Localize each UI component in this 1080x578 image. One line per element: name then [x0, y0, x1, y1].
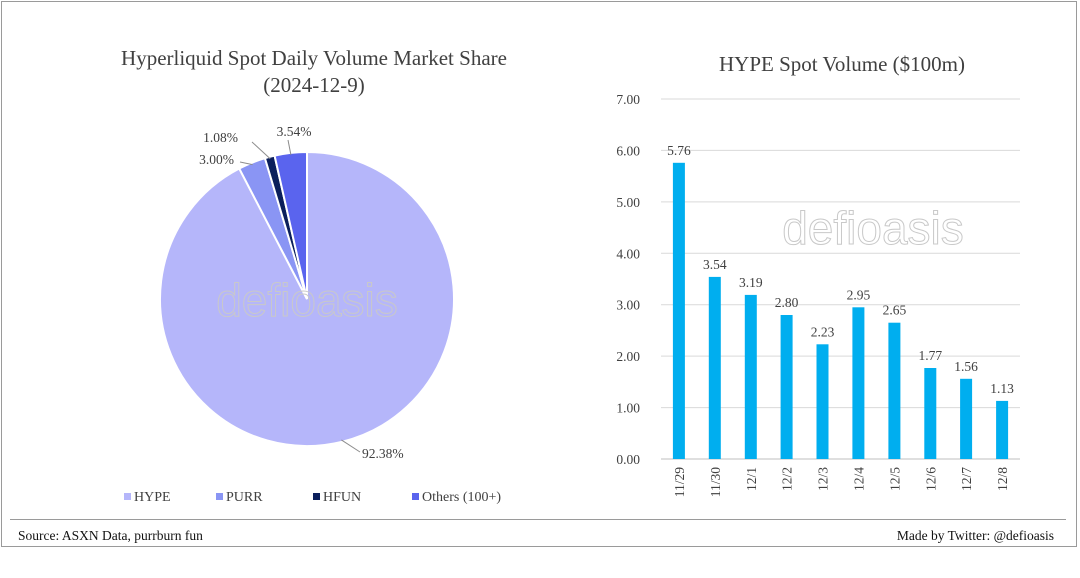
legend-item-hfun: HFUN — [313, 490, 361, 505]
y-tick-label-6: 6.00 — [616, 143, 640, 158]
y-tick-label-7: 7.00 — [616, 92, 640, 107]
bar-12-5 — [888, 322, 901, 459]
pie-title: Hyperliquid Spot Daily Volume Market Sha… — [121, 46, 507, 70]
bar-title: HYPE Spot Volume ($100m) — [719, 52, 965, 76]
bar-value-label-12-8: 1.13 — [990, 381, 1014, 396]
bar-11-30 — [708, 276, 721, 459]
legend-swatch-hype — [124, 493, 131, 500]
pie-chart: Hyperliquid Spot Daily Volume Market Sha… — [121, 46, 507, 505]
bar-value-label-12-6: 1.77 — [918, 348, 942, 363]
bar-value-label-12-2: 2.80 — [775, 295, 799, 310]
bar-11-29 — [672, 162, 685, 460]
x-tick-label-12-2: 12/2 — [780, 467, 795, 491]
bar-value-label-12-7: 1.56 — [954, 359, 978, 374]
bar-value-label-11-29: 5.76 — [667, 143, 691, 158]
bar-12-6 — [924, 368, 937, 459]
legend-label-hype: HYPE — [134, 490, 171, 505]
legend-swatch-hfun — [313, 493, 320, 500]
x-tick-label-12-8: 12/8 — [995, 467, 1010, 491]
legend-label-others-100: Others (100+) — [422, 490, 501, 505]
pie-data-label-hfun: 1.08% — [203, 130, 238, 145]
x-tick-label-11-29: 11/29 — [672, 467, 687, 497]
y-tick-label-1: 1.00 — [616, 401, 640, 416]
bar-value-label-12-3: 2.23 — [811, 324, 835, 339]
bar-watermark: defioasis — [782, 202, 964, 254]
pie-leader-hype — [341, 439, 361, 453]
x-tick-label-12-3: 12/3 — [816, 467, 831, 491]
x-tick-label-12-6: 12/6 — [923, 467, 938, 491]
legend-item-purr: PURR — [216, 490, 263, 505]
bar-chart: HYPE Spot Volume ($100m) 0.00 1.00 2.00 3.0… — [616, 52, 1020, 497]
bar-12-1 — [744, 294, 757, 459]
legend-label-hfun: HFUN — [323, 490, 361, 505]
y-tick-label-3: 3.00 — [616, 298, 640, 313]
pie-leader-purr — [239, 161, 253, 166]
x-tick-label-12-1: 12/1 — [744, 467, 759, 491]
bar-12-2 — [780, 315, 793, 459]
footer-source: Source: ASXN Data, purrburn fun — [18, 528, 203, 543]
footer-divider — [10, 519, 1066, 520]
x-tick-label-12-5: 12/5 — [887, 467, 902, 491]
y-tick-label-2: 2.00 — [616, 349, 640, 364]
x-tick-label-12-7: 12/7 — [959, 467, 974, 491]
y-tick-label-0: 0.00 — [616, 452, 640, 467]
bar-value-label-12-4: 2.95 — [847, 287, 871, 302]
y-tick-label-4: 4.00 — [616, 246, 640, 261]
bar-value-label-12-1: 3.19 — [739, 275, 763, 290]
pie-data-label-purr: 3.00% — [199, 152, 234, 167]
bar-12-4 — [852, 307, 865, 459]
bar-12-7 — [960, 378, 973, 459]
pie-watermark: defioasis — [216, 274, 398, 326]
pie-subtitle: (2024-12-9) — [263, 73, 364, 97]
pie-data-label-others-100: 3.54% — [277, 124, 312, 139]
bar-12-3 — [816, 344, 829, 459]
legend-item-others-100: Others (100+) — [412, 490, 501, 505]
pie-leader-hfun — [251, 141, 271, 160]
legend-item-hype: HYPE — [124, 490, 171, 505]
bar-12-8 — [996, 400, 1009, 459]
legend-swatch-others-100 — [412, 493, 419, 500]
x-tick-label-11-30: 11/30 — [708, 467, 723, 497]
bar-value-label-11-30: 3.54 — [703, 257, 727, 272]
footer-credit: Made by Twitter: @defioasis — [896, 528, 1054, 543]
pie-leader-others-100 — [287, 139, 292, 155]
bar-value-label-12-5: 2.65 — [883, 303, 907, 318]
legend-swatch-purr — [216, 493, 223, 500]
pie-data-label-hype: 92.38% — [362, 446, 404, 461]
y-tick-label-5: 5.00 — [616, 195, 640, 210]
legend-label-purr: PURR — [226, 490, 263, 505]
x-tick-label-12-4: 12/4 — [851, 467, 866, 491]
